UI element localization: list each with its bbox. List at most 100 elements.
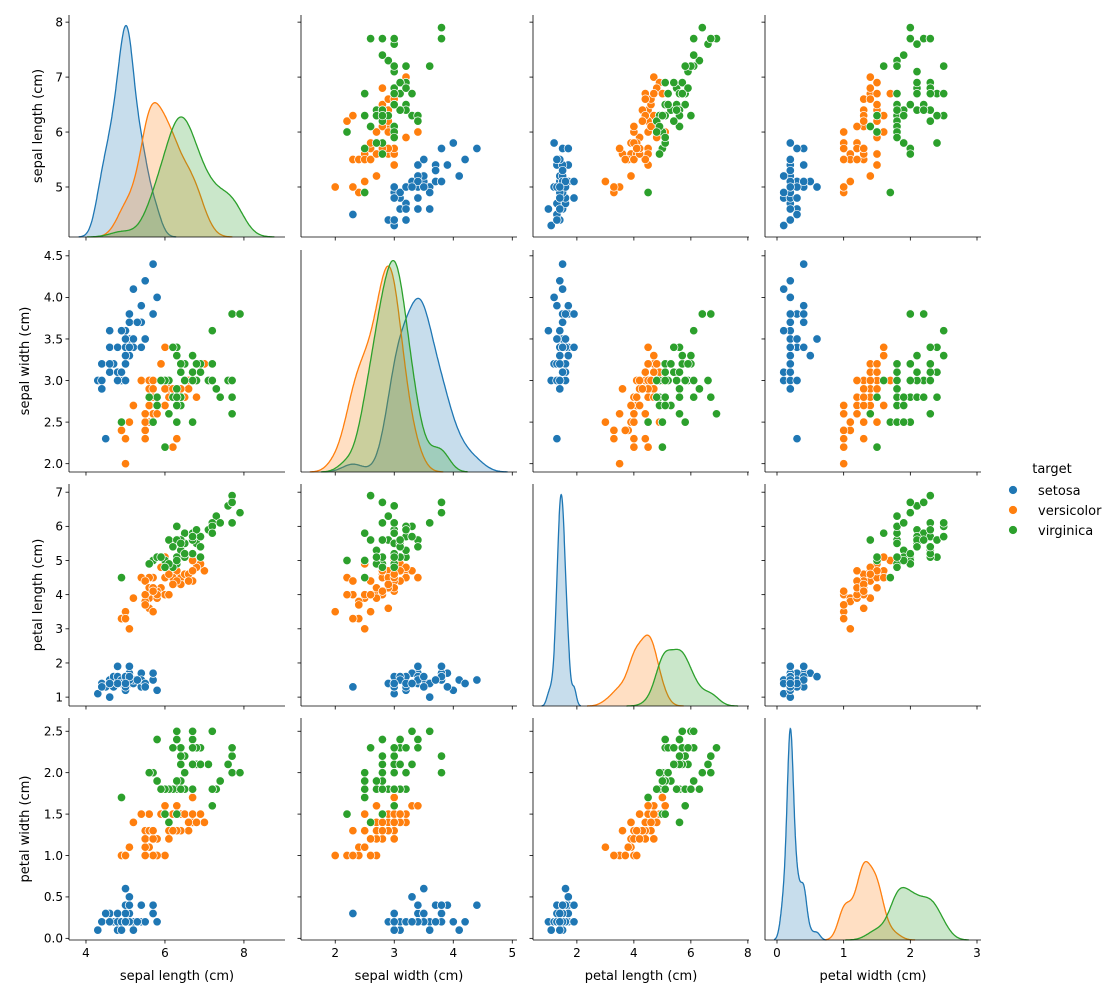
point-virginica [683,743,693,753]
point-versicolor [660,801,670,811]
point-versicolor [859,116,869,126]
point-virginica [879,61,889,71]
point-virginica [360,792,370,803]
point-setosa [136,301,146,311]
point-versicolor [839,409,849,419]
point-versicolor [632,143,642,154]
point-versicolor [184,826,194,836]
point-setosa [785,384,795,394]
panel-1-2 [529,250,749,476]
point-setosa [785,165,795,176]
point-virginica [939,61,949,71]
point-virginica [401,525,411,535]
point-versicolor [640,94,650,104]
point-setosa [101,908,111,919]
panel-1-3 [761,250,981,476]
point-setosa [419,182,429,192]
point-virginica [176,784,186,794]
point-versicolor [128,400,138,411]
point-setosa [413,900,423,910]
point-setosa [560,309,571,319]
point-versicolor [620,425,630,435]
point-setosa [555,917,565,927]
point-virginica [360,187,370,198]
point-versicolor [148,384,158,394]
point-versicolor [629,417,639,427]
point-versicolor [360,809,370,819]
point-versicolor [872,583,882,593]
point-versicolor [859,392,869,402]
point-virginica [389,751,399,761]
point-versicolor [330,850,340,861]
point-versicolor [872,149,882,159]
kde-line-setosa [773,727,827,941]
point-setosa [407,678,417,689]
x-tick-label: 4 [449,946,457,960]
point-virginica [360,776,370,786]
point-virginica [389,89,399,99]
point-setosa [785,317,795,327]
point-versicolor [148,834,158,844]
point-setosa [413,160,423,170]
point-versicolor [879,400,889,411]
point-virginica [932,392,942,402]
point-setosa [555,182,565,192]
point-versicolor [377,83,387,93]
point-virginica [680,375,690,386]
point-virginica [413,542,423,552]
point-versicolor [377,826,387,836]
point-virginica [892,384,902,394]
point-virginica [377,734,387,745]
point-virginica [191,525,202,535]
point-virginica [706,309,716,319]
panels: 5 6 7 8 2.0 2.5 3.0 3.5 4.0 4.5 1 2 3 4 5 6 7 4 6 8 0.0 0.5 1.… [44,15,981,960]
point-virginica [342,809,352,819]
x-tick-label: 1 [840,946,848,960]
point-versicolor [845,176,855,187]
point-virginica [207,375,217,386]
point-setosa [436,143,447,154]
point-versicolor [632,392,642,402]
point-virginica [892,359,902,369]
point-virginica [939,532,949,542]
point-virginica [235,768,245,778]
point-setosa [120,884,131,894]
point-virginica [176,367,186,377]
point-virginica [168,743,178,753]
x-tick-label: 3 [390,946,398,960]
point-virginica [892,538,902,548]
kde-fill-virginica [320,260,468,472]
point-versicolor [148,850,158,861]
point-virginica [389,562,399,572]
point-virginica [919,392,929,402]
point-virginica [172,417,182,427]
point-virginica [207,801,217,811]
point-virginica [669,743,679,753]
point-versicolor [839,182,849,192]
point-setosa [569,176,579,187]
point-virginica [686,784,696,794]
point-setosa [448,138,458,148]
point-setosa [113,375,123,386]
point-virginica [207,326,217,336]
point-versicolor [852,121,862,132]
point-virginica [203,759,213,769]
point-versicolor [839,586,849,596]
point-virginica [899,518,909,528]
point-virginica [899,111,909,121]
point-versicolor [148,375,158,386]
point-virginica [674,817,685,827]
point-setosa [113,342,123,352]
point-virginica [932,111,942,121]
point-versicolor [865,171,875,181]
point-virginica [116,792,127,803]
point-virginica [195,367,206,377]
point-virginica [377,149,387,159]
y-tick-label: 1.0 [44,849,63,863]
panel-2-1 [297,484,517,710]
point-virginica [680,61,690,71]
point-versicolor [124,417,134,427]
point-setosa [472,900,482,910]
point-versicolor [172,801,182,811]
kde-line-setosa [78,24,177,238]
